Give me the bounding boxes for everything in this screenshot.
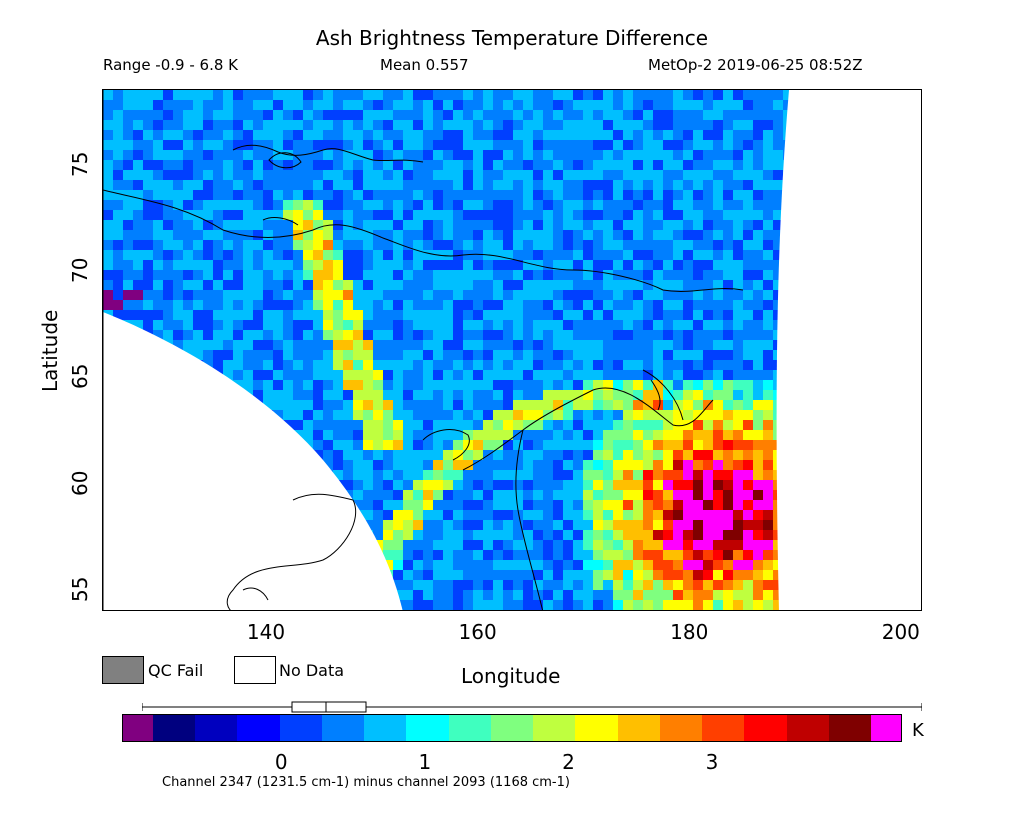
no-data-right xyxy=(776,90,921,610)
colorbar-tick-label: 2 xyxy=(562,750,575,774)
colorbar-tick-label: 0 xyxy=(274,750,288,774)
colorbar-segment xyxy=(828,715,871,741)
colorbar-segment xyxy=(702,715,745,741)
colorbar xyxy=(122,714,902,742)
no-data-left xyxy=(103,312,403,610)
plot-title: Ash Brightness Temperature Difference xyxy=(315,26,709,50)
mean-label: Mean 0.557 xyxy=(380,56,469,74)
colorbar-unit: K xyxy=(912,720,924,741)
y-tick-label: 75 xyxy=(68,151,92,178)
colorbar-segment xyxy=(659,715,703,741)
colorbar-segment xyxy=(321,715,365,741)
coastlines xyxy=(103,144,744,610)
no-data-swatch xyxy=(234,656,276,684)
colorbar-segment xyxy=(153,715,196,741)
colorbar-tick-label: 1 xyxy=(418,750,432,774)
colorbar-tick-label: 3 xyxy=(705,750,719,774)
y-tick-label: 65 xyxy=(68,364,92,390)
colorbar-segment xyxy=(448,715,491,741)
x-tick-label: 180 xyxy=(670,620,709,644)
no-data-label: No Data xyxy=(279,661,345,680)
y-tick-label: 55 xyxy=(68,576,92,602)
qc-fail-swatch xyxy=(102,656,144,684)
x-axis-label: Longitude xyxy=(461,664,561,688)
qc-fail-label: QC Fail xyxy=(148,661,204,680)
colorbar-segment xyxy=(195,715,238,741)
colorbar-segment xyxy=(533,715,576,741)
y-axis-label: Latitude xyxy=(38,309,62,392)
y-tick-label: 70 xyxy=(68,257,92,284)
colorbar-segment xyxy=(364,715,407,741)
colorbar-segment xyxy=(279,715,322,741)
map-field xyxy=(103,90,921,610)
colorbar-over xyxy=(870,715,901,741)
value-histogram-strip xyxy=(142,701,922,713)
colorbar-segment xyxy=(744,715,787,741)
colorbar-segment xyxy=(406,715,449,741)
colorbar-segment xyxy=(490,715,534,741)
colorbar-segment xyxy=(575,715,618,741)
satellite-time-label: MetOp-2 2019-06-25 08:52Z xyxy=(648,56,863,74)
colorbar-segment xyxy=(237,715,280,741)
x-tick-label: 160 xyxy=(458,620,497,644)
x-tick-label: 200 xyxy=(881,620,920,644)
colorbar-under xyxy=(123,715,153,741)
x-tick-label: 140 xyxy=(246,620,286,644)
map-panel xyxy=(102,89,922,611)
colorbar-segment xyxy=(617,715,660,741)
y-tick-label: 60 xyxy=(68,470,92,496)
channel-note: Channel 2347 (1231.5 cm-1) minus channel… xyxy=(162,775,570,790)
range-label: Range -0.9 - 6.8 K xyxy=(103,56,238,74)
colorbar-segment xyxy=(786,715,829,741)
